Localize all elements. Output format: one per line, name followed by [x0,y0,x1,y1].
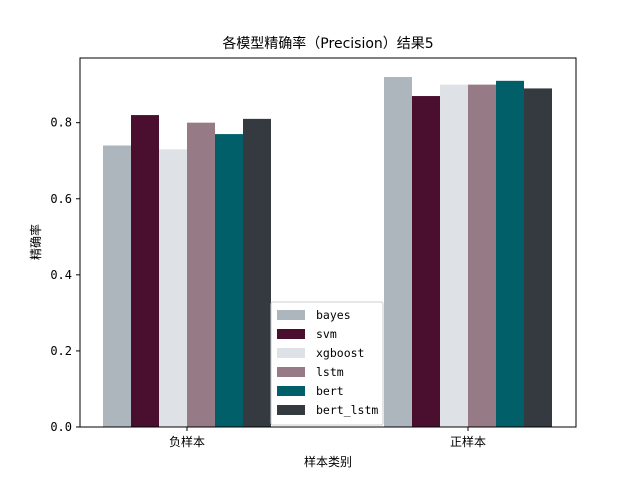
y-tick-label: 0.2 [50,344,72,358]
legend-label-bert: bert [316,384,344,398]
legend-swatch-bert [277,386,305,396]
legend: bayes svm xgboost lstm bert bert_lstm [270,301,384,426]
chart-title: 各模型精确率（Precision）结果5 [222,35,433,52]
legend-label-xgboost: xgboost [316,346,364,360]
bar-lstm-1 [468,84,496,427]
bar-bayes-0 [103,145,131,427]
bar-bert_lstm-1 [524,88,552,428]
legend-label-svm: svm [316,327,337,341]
legend-swatch-svm [277,329,305,339]
bar-xgboost-0 [159,149,187,428]
x-axis-label: 样本类别 [304,454,352,469]
bar-bert-1 [496,80,524,428]
legend-swatch-xgboost [277,348,305,358]
y-axis-label: 精确率 [28,224,43,260]
x-tick-label: 正样本 [450,434,486,449]
bar-bert-0 [215,134,243,428]
bar-lstm-0 [187,122,215,427]
y-tick-label: 0.6 [50,192,72,206]
legend-label-bert_lstm: bert_lstm [316,403,378,417]
bar-xgboost-1 [440,84,468,427]
legend-label-bayes: bayes [316,308,351,322]
bar-bayes-1 [384,77,412,427]
bar-svm-0 [131,115,159,427]
legend-swatch-lstm [277,367,305,377]
legend-swatch-bayes [277,310,305,320]
plot-frame [79,57,577,428]
legend-swatch-bert_lstm [277,405,305,415]
x-axis: 负样本 正样本 [169,427,486,449]
bar-bert_lstm-0 [243,118,271,428]
x-tick-label: 负样本 [169,434,205,449]
legend-label-lstm: lstm [316,365,344,379]
y-axis: 0.0 0.2 0.4 0.6 0.8 [50,116,80,434]
bar-svm-1 [412,96,440,428]
y-tick-label: 0.8 [50,116,72,130]
bars-group [103,77,552,428]
y-tick-label: 0.0 [50,420,72,434]
y-tick-label: 0.4 [50,268,72,282]
